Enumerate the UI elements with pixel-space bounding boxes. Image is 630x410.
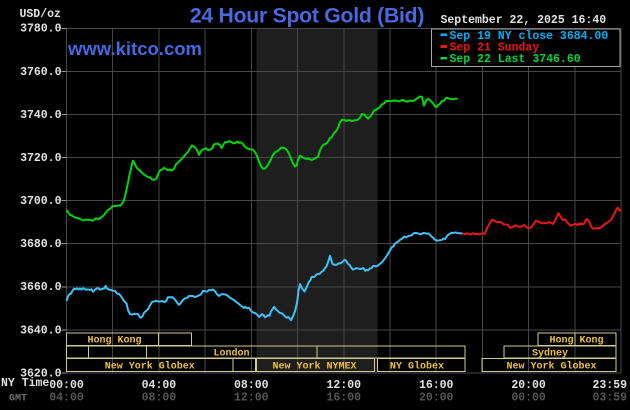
svg-text:3720.0: 3720.0	[20, 152, 62, 165]
svg-text:24 Hour Spot Gold (Bid): 24 Hour Spot Gold (Bid)	[190, 4, 424, 27]
svg-text:20:00: 20:00	[419, 392, 454, 405]
svg-text:3700.0: 3700.0	[20, 195, 62, 208]
svg-text:3780.0: 3780.0	[20, 23, 62, 36]
svg-text:New York Globex: New York Globex	[506, 360, 596, 372]
svg-text:04:00: 04:00	[142, 379, 177, 392]
svg-text:www.kitco.com: www.kitco.com	[67, 38, 202, 59]
svg-text:Sep 21 Sunday: Sep 21 Sunday	[450, 42, 540, 55]
svg-text:3760.0: 3760.0	[20, 66, 62, 79]
svg-text:3660.0: 3660.0	[20, 281, 62, 294]
svg-text:03:59: 03:59	[592, 392, 627, 405]
svg-text:NY Globex: NY Globex	[390, 360, 444, 372]
svg-text:Hong Kong: Hong Kong	[87, 336, 141, 347]
svg-text:23:59: 23:59	[592, 379, 627, 392]
svg-text:Sep 19 NY close 3684.00: Sep 19 NY close 3684.00	[450, 30, 609, 43]
svg-text:NY Time: NY Time	[1, 377, 49, 390]
svg-text:3680.0: 3680.0	[20, 238, 62, 251]
svg-text:20:00: 20:00	[511, 379, 546, 392]
svg-text:08:00: 08:00	[234, 379, 269, 392]
svg-text:16:00: 16:00	[419, 379, 454, 392]
svg-text:3740.0: 3740.0	[20, 109, 62, 122]
svg-text:3620.0: 3620.0	[20, 367, 62, 380]
svg-text:September 22, 2025 16:40: September 22, 2025 16:40	[441, 14, 607, 27]
svg-text:London: London	[213, 347, 249, 359]
svg-text:Hong Kong: Hong Kong	[549, 336, 603, 347]
svg-text:04:00: 04:00	[49, 392, 84, 405]
svg-text:00:00: 00:00	[511, 392, 546, 405]
svg-text:Sydney: Sydney	[532, 347, 568, 359]
svg-text:16:00: 16:00	[327, 392, 362, 405]
svg-text:12:00: 12:00	[234, 392, 269, 405]
svg-text:USD/oz: USD/oz	[20, 8, 62, 21]
svg-text:12:00: 12:00	[327, 379, 362, 392]
svg-text:08:00: 08:00	[142, 392, 177, 405]
svg-text:New York NYMEX: New York NYMEX	[272, 360, 356, 372]
svg-text:GMT: GMT	[9, 394, 27, 405]
svg-text:New York Globex: New York Globex	[105, 360, 195, 372]
svg-text:00:00: 00:00	[49, 379, 84, 392]
svg-text:Sep 22 Last 3746.60: Sep 22 Last 3746.60	[450, 53, 581, 66]
svg-text:3640.0: 3640.0	[20, 324, 62, 337]
